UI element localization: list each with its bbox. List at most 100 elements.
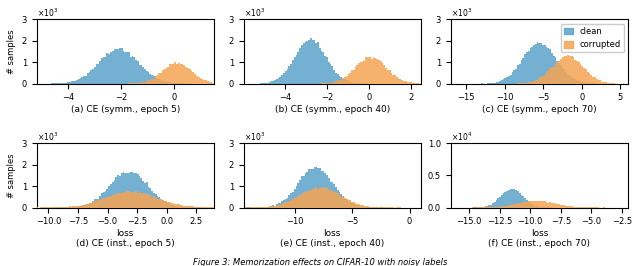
Bar — [140, 193, 142, 207]
Bar — [292, 199, 294, 207]
Bar — [342, 196, 344, 207]
Bar — [335, 187, 337, 207]
Bar — [153, 78, 155, 84]
Bar — [556, 61, 558, 84]
X-axis label: loss
(e) CE (inst., epoch 40): loss (e) CE (inst., epoch 40) — [280, 229, 385, 248]
Bar — [139, 176, 140, 207]
Bar — [609, 83, 610, 84]
Text: $\times10^3$: $\times10^3$ — [36, 7, 58, 19]
Bar — [283, 73, 285, 84]
Bar — [131, 193, 133, 207]
Bar — [87, 204, 88, 207]
Bar — [178, 83, 180, 84]
Bar — [280, 77, 281, 84]
Bar — [119, 48, 121, 84]
Bar — [60, 83, 61, 84]
Bar — [124, 173, 126, 207]
Bar — [565, 72, 567, 84]
Bar — [176, 206, 178, 207]
Bar — [140, 178, 142, 207]
Bar — [515, 204, 517, 207]
Bar — [567, 55, 569, 84]
Bar — [164, 201, 166, 207]
Bar — [316, 187, 317, 207]
Bar — [592, 77, 594, 84]
Bar — [582, 82, 583, 84]
Bar — [388, 70, 390, 84]
Bar — [112, 51, 113, 84]
Bar — [319, 48, 321, 84]
Bar — [119, 193, 121, 207]
Bar — [603, 82, 605, 84]
Bar — [344, 77, 346, 84]
Bar — [508, 190, 510, 207]
Bar — [135, 60, 137, 84]
Bar — [135, 173, 137, 207]
Bar — [133, 83, 135, 84]
Bar — [298, 184, 299, 207]
Bar — [175, 206, 176, 207]
Bar — [531, 82, 533, 84]
Bar — [330, 64, 332, 84]
Bar — [506, 190, 508, 207]
Bar — [515, 190, 517, 207]
Bar — [510, 74, 511, 84]
Bar — [96, 199, 97, 207]
Bar — [524, 198, 526, 207]
Bar — [580, 64, 582, 84]
Bar — [151, 191, 153, 207]
Bar — [146, 182, 148, 207]
Bar — [332, 66, 333, 84]
Bar — [166, 82, 167, 84]
Bar — [335, 81, 337, 84]
Bar — [583, 82, 585, 84]
Bar — [269, 206, 271, 207]
Bar — [355, 67, 356, 84]
Bar — [83, 205, 85, 207]
Bar — [332, 182, 333, 207]
Bar — [133, 173, 135, 207]
Bar — [412, 83, 414, 84]
Bar — [387, 70, 388, 84]
Bar — [140, 65, 142, 84]
Bar — [113, 49, 115, 84]
Bar — [83, 205, 85, 207]
Bar — [346, 198, 348, 207]
Bar — [178, 206, 180, 207]
Bar — [414, 83, 415, 84]
Bar — [285, 202, 287, 207]
Bar — [187, 206, 189, 207]
Bar — [326, 57, 328, 84]
Bar — [294, 57, 296, 84]
Bar — [348, 74, 349, 84]
Bar — [369, 57, 371, 84]
Bar — [513, 204, 515, 207]
Bar — [308, 169, 310, 207]
Bar — [596, 79, 598, 84]
Bar — [287, 198, 289, 207]
Bar — [139, 83, 140, 84]
Bar — [110, 52, 112, 84]
Bar — [547, 48, 549, 84]
Bar — [299, 180, 301, 207]
Bar — [353, 83, 355, 84]
Bar — [175, 62, 176, 84]
Bar — [349, 202, 351, 207]
Bar — [614, 83, 616, 84]
Bar — [328, 178, 330, 207]
Bar — [488, 205, 490, 207]
Bar — [511, 189, 513, 207]
Bar — [142, 193, 144, 207]
Bar — [155, 198, 157, 207]
Bar — [522, 196, 524, 207]
Bar — [158, 197, 160, 207]
Bar — [585, 69, 587, 84]
Bar — [151, 75, 153, 84]
Bar — [162, 200, 164, 207]
Bar — [158, 198, 160, 207]
Bar — [339, 76, 340, 84]
Bar — [74, 81, 76, 84]
Bar — [587, 72, 589, 84]
Bar — [157, 198, 158, 207]
Bar — [394, 75, 396, 84]
